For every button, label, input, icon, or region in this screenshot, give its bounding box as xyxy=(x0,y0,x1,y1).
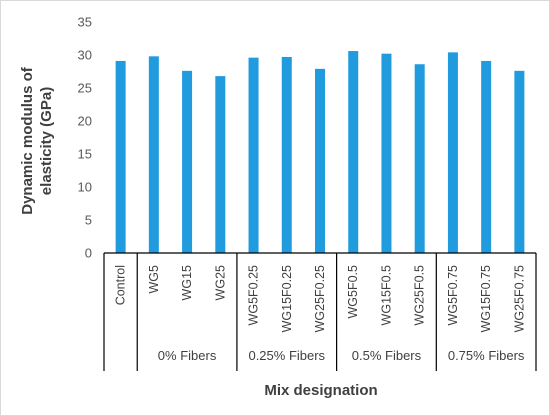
y-tick-label: 30 xyxy=(78,48,92,63)
group-label: 0.5% Fibers xyxy=(352,348,422,363)
bar-wg5f0-75 xyxy=(447,52,458,253)
category-label: WG15F0.25 xyxy=(280,265,294,332)
y-tick-label: 35 xyxy=(78,15,92,30)
category-label: WG15 xyxy=(180,265,194,300)
bar-wg15f0-25 xyxy=(281,56,292,254)
y-tick-label: 5 xyxy=(85,213,92,228)
bar-wg15f0-5 xyxy=(381,53,392,254)
bar-wg5f0-25 xyxy=(248,57,259,253)
bar-wg25f0-25 xyxy=(315,68,325,253)
bar-wg15f0-75 xyxy=(481,60,492,253)
y-tick-label: 15 xyxy=(78,147,92,162)
bar-wg25f0-75 xyxy=(514,70,525,253)
category-label: WG25 xyxy=(213,265,227,300)
y-tick-label: 0 xyxy=(85,246,92,261)
category-label: Control xyxy=(114,265,128,305)
group-label: 0.75% Fibers xyxy=(448,348,525,363)
bar-wg5f0-5 xyxy=(348,51,359,253)
bar-wg25f0-5 xyxy=(414,64,425,253)
category-label: WG15F0.75 xyxy=(479,265,493,332)
y-axis-title-line: elasticity (GPa) xyxy=(38,87,55,195)
bar-wg5 xyxy=(148,56,159,253)
y-tick-label: 25 xyxy=(78,81,92,96)
group-label: 0% Fibers xyxy=(158,348,217,363)
category-label: WG25F0.5 xyxy=(413,265,427,325)
category-label: WG25F0.75 xyxy=(512,265,526,332)
bar-control xyxy=(115,60,126,253)
category-label: WG5F0.75 xyxy=(446,265,460,325)
y-tick-label: 20 xyxy=(78,114,92,129)
group-label: 0.25% Fibers xyxy=(248,348,325,363)
category-label: WG5F0.25 xyxy=(247,265,261,325)
y-axis-title: Dynamic modulus of elasticity (GPa) xyxy=(19,66,55,215)
category-label: WG15F0.5 xyxy=(379,265,393,325)
bar-wg15 xyxy=(182,70,193,253)
y-tick-label: 10 xyxy=(78,180,92,195)
category-label: WG5F0.5 xyxy=(346,265,360,319)
category-label: WG25F0.25 xyxy=(313,265,327,332)
x-axis-title: Mix designation xyxy=(264,382,377,399)
y-axis-title-line: Dynamic modulus of xyxy=(19,66,36,215)
bar-wg25 xyxy=(215,76,226,254)
category-label: WG5 xyxy=(147,265,161,294)
